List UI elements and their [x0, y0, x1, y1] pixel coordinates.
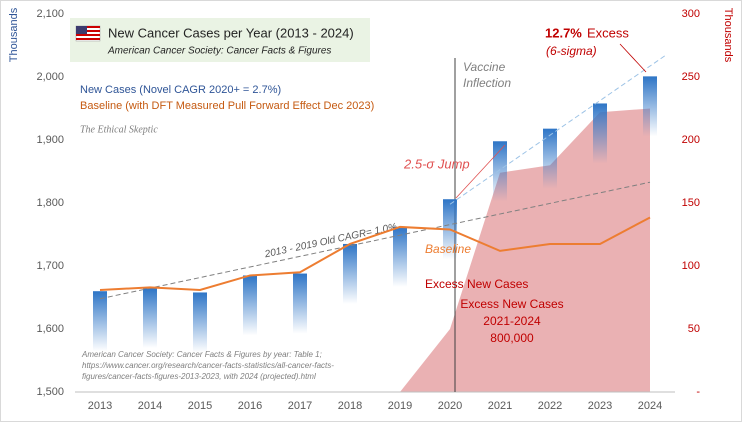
excess-area — [400, 108, 650, 392]
jump-label: 2.5-σ Jump — [403, 156, 470, 171]
y-tick-label: 2,000 — [36, 71, 64, 83]
excess-pointer — [619, 43, 647, 73]
bar — [643, 76, 657, 137]
y2-tick-label: - — [696, 386, 700, 398]
y2-tick-label: 250 — [682, 71, 700, 83]
x-tick-label: 2023 — [588, 400, 612, 412]
x-tick-label: 2016 — [238, 400, 262, 412]
y2-tick-label: 200 — [682, 134, 700, 146]
x-tick-label: 2022 — [538, 400, 562, 412]
x-tick-label: 2015 — [188, 400, 212, 412]
legend-bars: New Cases (Novel CAGR 2020+ = 2.7%) — [80, 84, 281, 96]
x-tick-label: 2013 — [88, 400, 112, 412]
title-box — [70, 18, 370, 62]
y-tick-label: 2,100 — [36, 8, 64, 20]
bar — [543, 128, 557, 189]
bar — [393, 226, 407, 287]
bar — [243, 275, 257, 336]
x-tick-label: 2014 — [138, 400, 162, 412]
y-tick-label: 1,500 — [36, 386, 64, 398]
vline-label: Inflection — [463, 76, 511, 90]
bar — [143, 288, 157, 349]
chart-title: New Cancer Cases per Year (2013 - 2024) — [108, 25, 354, 40]
excess-word: Excess New Cases — [425, 277, 528, 291]
source: figures/cancer-facts-figures-2013-2023, … — [82, 372, 316, 381]
y-tick-label: 1,700 — [36, 260, 64, 272]
y-tick-label: 1,600 — [36, 323, 64, 335]
y2-tick-label: 150 — [682, 197, 700, 209]
y2-tick-label: 100 — [682, 260, 700, 272]
x-tick-label: 2021 — [488, 400, 512, 412]
brand: The Ethical Skeptic — [80, 124, 158, 135]
source: https://www.cancer.org/research/cancer-f… — [82, 361, 334, 370]
y-tick-label: 1,900 — [36, 134, 64, 146]
excess-total: 800,000 — [490, 331, 534, 345]
x-tick-label: 2018 — [338, 400, 362, 412]
legend-line: Baseline (with DFT Measured Pull Forward… — [80, 100, 374, 112]
x-tick-label: 2024 — [638, 400, 662, 412]
y2-tick-label: 50 — [688, 323, 700, 335]
y-tick-label: 1,800 — [36, 197, 64, 209]
y2-tick-label: 300 — [682, 8, 700, 20]
baseline-label: Baseline — [425, 242, 471, 256]
trend-line — [99, 181, 651, 300]
x-tick-label: 2019 — [388, 400, 412, 412]
bar — [593, 103, 607, 164]
excess-word: Excess — [587, 25, 629, 40]
trend-line — [449, 55, 666, 205]
bar — [493, 141, 507, 202]
bar — [93, 291, 107, 352]
excess-title: Excess New Cases — [460, 297, 563, 311]
y2-axis-label: Thousands — [722, 8, 734, 63]
excess-pct: 12.7% — [545, 25, 582, 40]
bar — [293, 273, 307, 334]
flag — [75, 25, 101, 42]
source: American Cancer Society: Cancer Facts & … — [81, 350, 322, 359]
excess-years: 2021-2024 — [483, 314, 541, 328]
chart-subtitle: American Cancer Society: Cancer Facts & … — [107, 46, 331, 57]
x-tick-label: 2020 — [438, 400, 462, 412]
bar — [343, 243, 357, 304]
bar — [193, 292, 207, 353]
y-axis-label: Thousands — [8, 7, 20, 62]
x-tick-label: 2017 — [288, 400, 312, 412]
vline-label: Vaccine — [463, 60, 506, 74]
sigma-label: (6-sigma) — [546, 44, 597, 58]
jump-pointer — [455, 144, 506, 199]
baseline-line — [99, 216, 651, 291]
